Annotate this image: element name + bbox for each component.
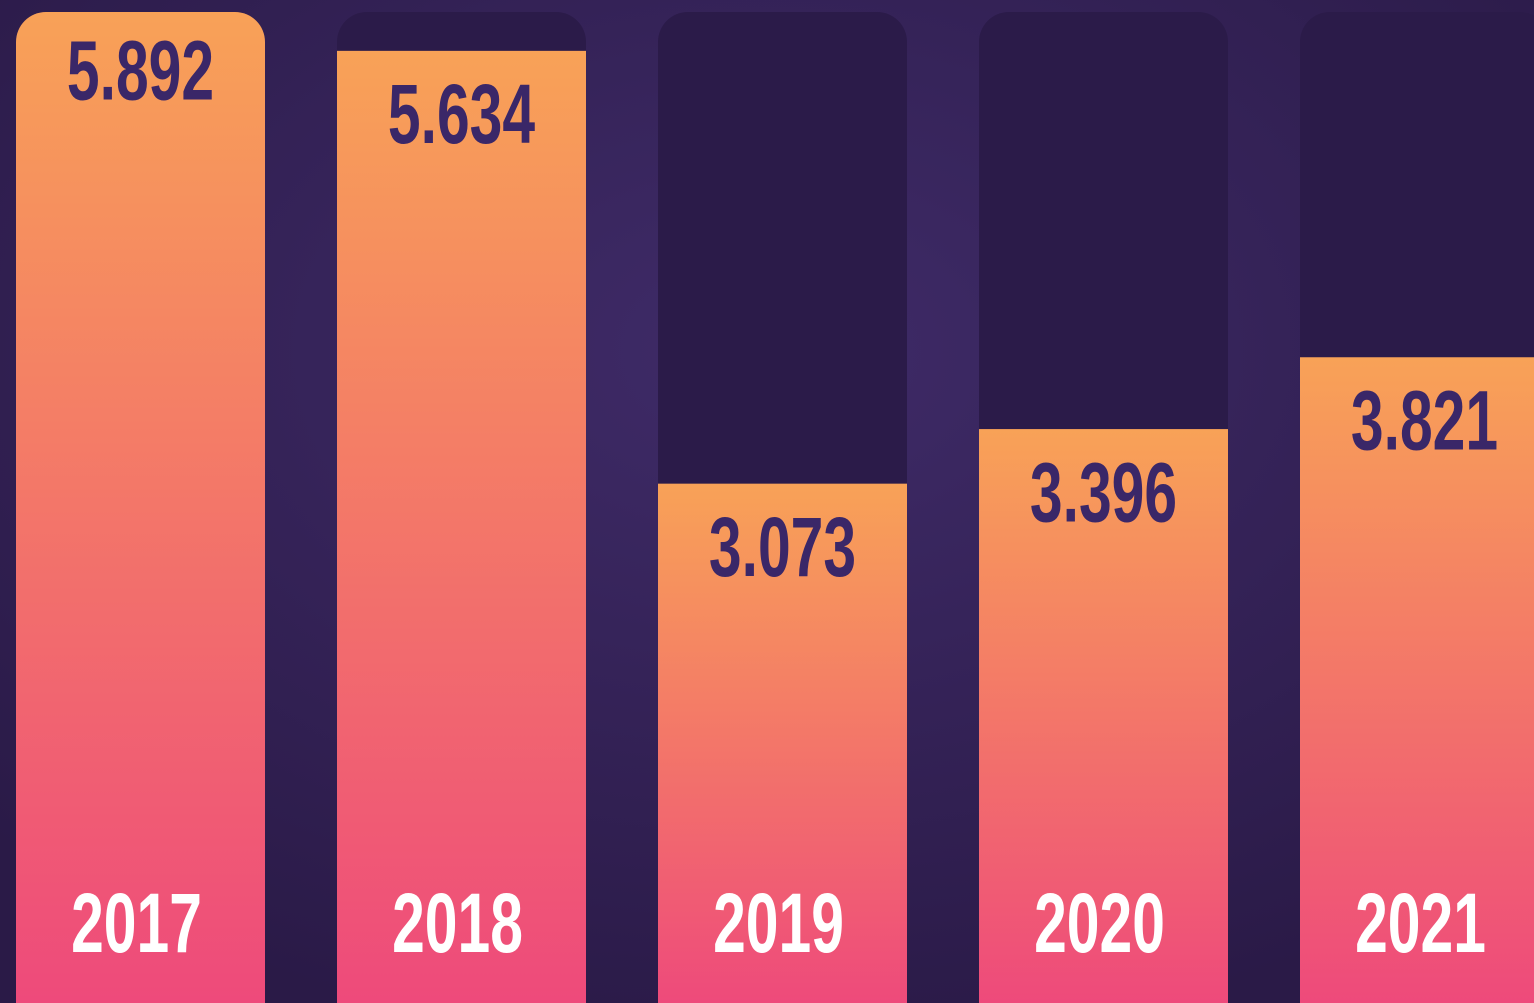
value-label: 3.073	[709, 501, 856, 595]
bar	[337, 50, 586, 1003]
x-tick-label: 2021	[1355, 877, 1486, 971]
bar	[1300, 357, 1534, 1003]
x-tick-label: 2019	[713, 877, 844, 971]
value-label: 5.892	[67, 24, 214, 118]
x-tick-label: 2017	[71, 877, 202, 971]
bar	[979, 429, 1228, 1003]
x-tick-label: 2020	[1034, 877, 1165, 971]
value-label: 5.634	[388, 68, 535, 162]
bar	[16, 12, 265, 1003]
bar	[658, 483, 907, 1003]
value-label: 3.396	[1030, 446, 1177, 540]
value-label: 3.821	[1351, 374, 1498, 468]
x-tick-label: 2018	[392, 877, 523, 971]
